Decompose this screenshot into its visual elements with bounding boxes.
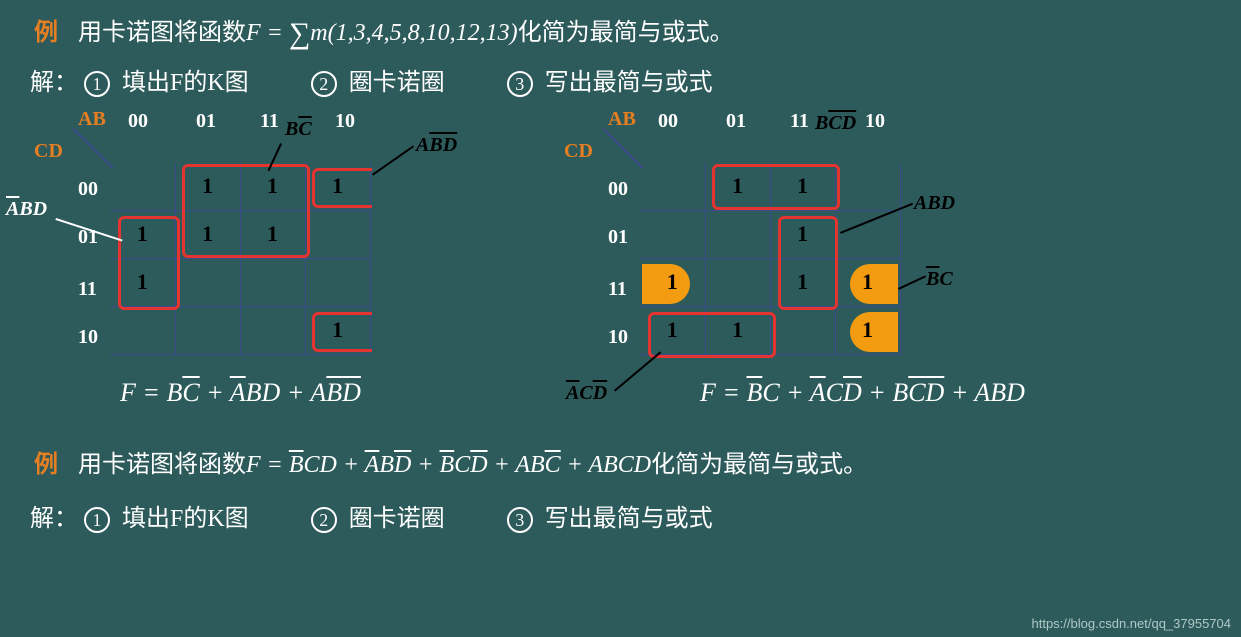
formula2: F = BC + ACD + BCD + ABD	[700, 378, 1025, 408]
k1-r10: 10	[78, 326, 98, 349]
ex2-prefix: 用卡诺图将函数	[78, 452, 246, 478]
k2-loop-acd	[648, 312, 776, 358]
k1-r11: 11	[78, 278, 97, 301]
step2-2: 圈卡诺圈	[349, 506, 445, 532]
ex2-suffix: 化简为最简与或式。	[651, 452, 867, 478]
k2-lbl-acd: ACD	[566, 382, 607, 405]
k1-lbl-abd2: ABD	[6, 198, 47, 221]
k2-lead-bc	[898, 275, 926, 289]
k1-c00: 00	[128, 110, 148, 133]
k2-r11: 11	[608, 278, 627, 301]
k2-c00: 00	[658, 110, 678, 133]
k2-r10: 10	[608, 326, 628, 349]
k2-2-0: 1	[640, 258, 705, 306]
step2-2-num: 2	[311, 507, 337, 533]
step-1-num: 1	[84, 71, 110, 97]
k1-loop-bc	[182, 164, 310, 258]
k2-c11: 11	[790, 110, 809, 133]
k1-3-1	[175, 306, 240, 354]
step-3-num: 3	[507, 71, 533, 97]
k2-1-0	[640, 210, 705, 258]
k1-diag	[74, 128, 114, 168]
example1-problem: 例 用卡诺图将函数F = ∑m(1,3,4,5,8,10,12,13)化简为最简…	[34, 12, 734, 51]
example2-problem: 例 用卡诺图将函数F = BCD + ABD + BCD + ABC + ABC…	[34, 444, 867, 479]
step2-1-num: 1	[84, 507, 110, 533]
example-label: 例	[34, 20, 58, 46]
k1-2-2	[240, 258, 305, 306]
k2-3-3: 1	[835, 306, 900, 354]
k2-loop-abd	[778, 216, 838, 310]
solution-label: 解：	[30, 70, 78, 96]
k1-CD: CD	[34, 140, 63, 163]
k1-3-2	[240, 306, 305, 354]
k2-3-2	[770, 306, 835, 354]
watermark: https://blog.csdn.net/qq_37955704	[1032, 616, 1232, 631]
k2-0-0	[640, 162, 705, 210]
k2-lead-acd	[614, 351, 661, 391]
k2-lbl-abd: ABD	[914, 192, 955, 215]
k1-loop-abd-bot	[312, 312, 372, 352]
k2-0-3	[835, 162, 900, 210]
step2-1: 填出F的K图	[122, 506, 249, 532]
ex1-suffix: 化简为最简与或式。	[518, 20, 734, 46]
solution-label-2: 解：	[30, 506, 78, 532]
ex1-lhs: F =	[246, 20, 289, 46]
k1-3-0	[110, 306, 175, 354]
step2-3-num: 3	[507, 507, 533, 533]
k1-c10: 10	[335, 110, 355, 133]
k2-c01: 01	[726, 110, 746, 133]
step2-3: 写出最简与或式	[545, 506, 713, 532]
step-1: 填出F的K图	[122, 70, 249, 96]
k1-2-1	[175, 258, 240, 306]
k2-CD: CD	[564, 140, 593, 163]
ex1-rhs: m(1,3,4,5,8,10,12,13)	[310, 20, 517, 46]
k1-lead-abd	[372, 145, 414, 175]
k2-2-3: 1	[835, 258, 900, 306]
k1-1-3	[305, 210, 370, 258]
k2-r00: 00	[608, 178, 628, 201]
k1-c11: 11	[260, 110, 279, 133]
sigma: ∑	[289, 17, 310, 51]
k1-r00: 00	[78, 178, 98, 201]
k1-lbl-bc: BC	[285, 118, 312, 141]
k1-lbl-abd: ABD	[416, 134, 457, 157]
k2-2-1	[705, 258, 770, 306]
example2-label: 例	[34, 452, 58, 478]
step-2: 圈卡诺圈	[349, 70, 445, 96]
ex1-solution-row: 解： 1 填出F的K图 2 圈卡诺圈 3 写出最简与或式	[30, 62, 713, 97]
k2-c10: 10	[865, 110, 885, 133]
k1-loop-abd	[118, 216, 180, 310]
k1-c01: 01	[196, 110, 216, 133]
k2-diag	[604, 128, 644, 168]
k1-loop-abd-top	[312, 168, 372, 208]
step-3: 写出最简与或式	[545, 70, 713, 96]
k2-r01: 01	[608, 226, 628, 249]
k2-loop-bcd	[712, 164, 840, 210]
k2-1-1	[705, 210, 770, 258]
k1-0-0	[110, 162, 175, 210]
step-2-num: 2	[311, 71, 337, 97]
k2-1-3	[835, 210, 900, 258]
formula1: F = BC + ABD + ABD	[120, 378, 361, 408]
ex1-prefix: 用卡诺图将函数	[78, 20, 246, 46]
k1-2-3	[305, 258, 370, 306]
k2-lbl-bc: BC	[926, 268, 953, 291]
k2-lbl-bcd: BCD	[815, 112, 856, 135]
ex2-solution-row: 解： 1 填出F的K图 2 圈卡诺圈 3 写出最简与或式	[30, 498, 713, 533]
ex2-func: F = BCD + ABD + BCD + ABC + ABCD	[246, 452, 651, 478]
